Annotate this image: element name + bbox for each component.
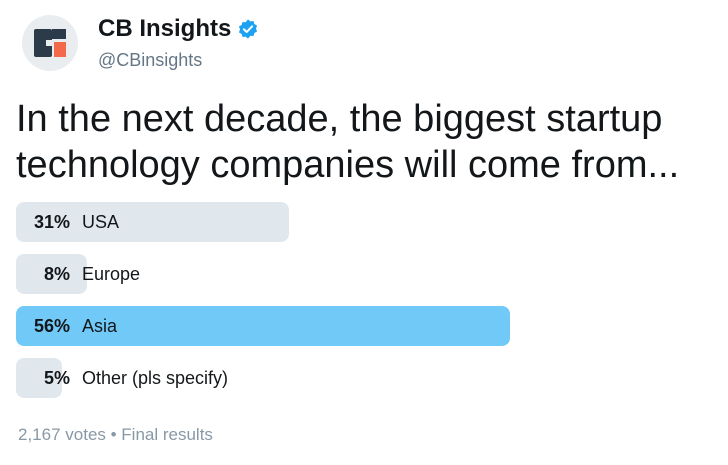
cb-insights-logo-icon bbox=[34, 29, 66, 57]
poll: 31% USA 8% Europe 56% Asia 5% Other (pls… bbox=[16, 202, 706, 410]
account-handle[interactable]: @CBinsights bbox=[98, 50, 203, 70]
poll-bar bbox=[16, 306, 510, 346]
poll-bar bbox=[16, 202, 290, 242]
name-row: CB Insights bbox=[98, 15, 259, 43]
poll-bar bbox=[16, 358, 62, 398]
poll-percent: 8% bbox=[43, 264, 70, 284]
display-name[interactable]: CB Insights bbox=[98, 15, 232, 42]
poll-option-other: 5% Other (pls specify) bbox=[16, 358, 706, 398]
poll-percent: 56% bbox=[33, 316, 70, 336]
poll-percent: 31% bbox=[33, 212, 70, 232]
tweet-text: In the next decade, the biggest startup … bbox=[16, 98, 680, 186]
poll-option-label: Other (pls specify) bbox=[82, 368, 229, 388]
poll-option-label: Asia bbox=[82, 316, 118, 336]
poll-footer: 2,167 votes • Final results bbox=[18, 425, 213, 444]
poll-option-label: USA bbox=[82, 212, 120, 232]
poll-option-europe: 8% Europe bbox=[16, 254, 706, 294]
poll-bar bbox=[16, 254, 87, 294]
poll-option-asia: 56% Asia bbox=[16, 306, 706, 346]
verified-badge-icon bbox=[239, 19, 258, 39]
tweet-header: CB Insights @CBinsights bbox=[22, 8, 259, 78]
account-names: CB Insights @CBinsights bbox=[98, 15, 259, 71]
poll-percent: 5% bbox=[43, 368, 70, 388]
poll-option-label: Europe bbox=[82, 264, 141, 284]
avatar[interactable] bbox=[22, 15, 78, 71]
poll-option-usa: 31% USA bbox=[16, 202, 706, 242]
